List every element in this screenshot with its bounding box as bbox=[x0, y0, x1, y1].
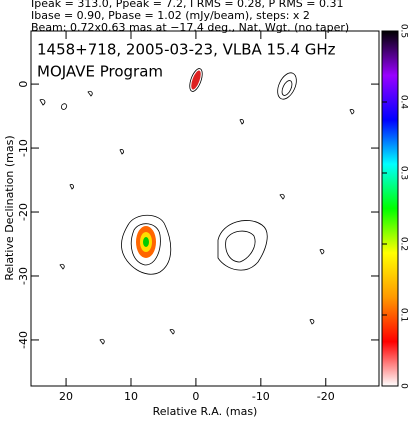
y-tick-label: 0 bbox=[17, 81, 30, 88]
header-line: Beam: 0.72x0.63 mas at −17.4 deg., Nat. … bbox=[31, 21, 349, 34]
y-axis-label: Relative Declination (mas) bbox=[3, 135, 16, 280]
colorbar-tick-label: 0.2 bbox=[399, 237, 409, 251]
colorbar-tick-label: 0.4 bbox=[399, 95, 409, 110]
contours bbox=[39, 68, 355, 345]
x-tick-label: -20 bbox=[317, 390, 335, 403]
y-tick-label: -40 bbox=[17, 331, 30, 349]
y-tick-label: -10 bbox=[17, 139, 30, 157]
colorbar-tick-label: 0.1 bbox=[399, 308, 409, 322]
header-line: Ibase = 0.90, Pbase = 1.02 (mJy/beam), s… bbox=[31, 9, 310, 22]
plot-frame bbox=[30, 30, 380, 387]
x-tick-label: -10 bbox=[252, 390, 270, 403]
x-tick-label: 10 bbox=[124, 390, 138, 403]
colorbar-tick-label: 0.3 bbox=[399, 166, 409, 180]
colorbar bbox=[381, 30, 399, 387]
x-axis-label: Relative R.A. (mas) bbox=[153, 405, 258, 418]
header-line: Ipeak = 313.0, Ppeak = 7.2, I RMS = 0.28… bbox=[31, 0, 344, 10]
plot-title: 1458+718, 2005-03-23, VLBA 15.4 GHz bbox=[37, 41, 336, 59]
colorbar-tick-label: 0 bbox=[399, 383, 409, 389]
x-tick-label: 20 bbox=[59, 390, 73, 403]
colorbar-tick-label: 0.5 bbox=[399, 24, 409, 38]
y-tick-label: -30 bbox=[17, 267, 30, 285]
plot-subtitle: MOJAVE Program bbox=[37, 63, 163, 81]
y-tick-label: -20 bbox=[17, 203, 30, 221]
x-tick-label: 0 bbox=[192, 390, 199, 403]
